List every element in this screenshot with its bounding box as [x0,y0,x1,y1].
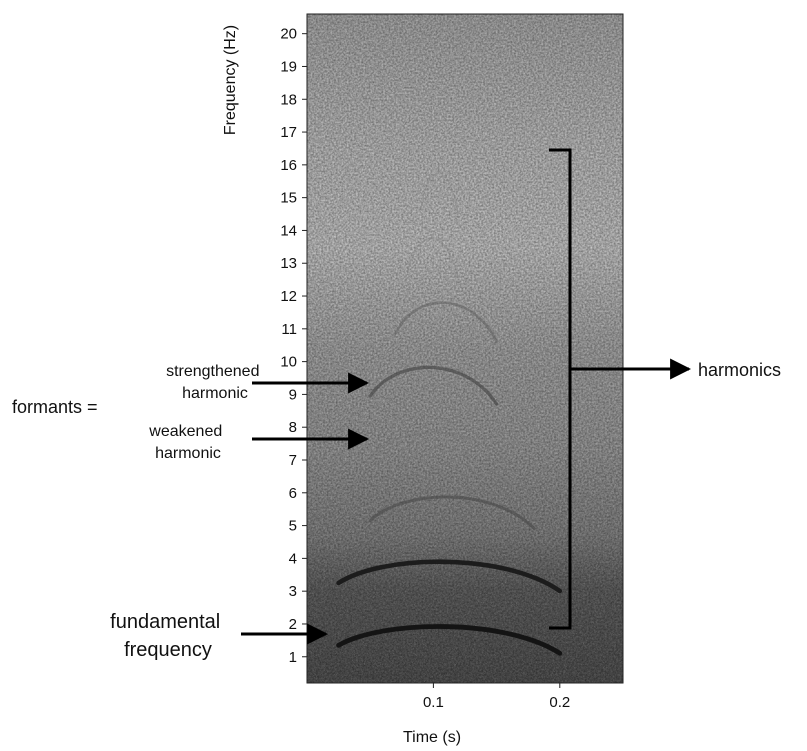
harmonic-curve [394,301,498,343]
y-tick-label: 20 [280,26,297,43]
y-tick-label: 16 [280,157,297,174]
harmonic-curve [336,559,563,594]
harmonic-curve [336,624,563,656]
y-tick-label: 6 [289,485,297,502]
y-tick-label: 14 [280,222,297,239]
harmonic-curves [336,172,563,656]
x-tick-label: 0.2 [549,694,570,711]
y-tick-label: 4 [289,550,297,567]
y-tick-label: 11 [281,321,297,338]
y-tick-label: 1 [289,649,297,666]
plot-frame [306,13,624,684]
spectrogram-speckle [307,14,623,683]
y-tick-label: 7 [289,452,297,469]
harmonic-curve [420,172,460,218]
weakened-harmonic-label: weakened harmonic [148,423,226,462]
harmonic-curve [369,431,511,468]
x-tick-label: 0.1 [423,694,444,711]
harmonic-curve [368,365,499,406]
y-tick-label: 10 [280,354,297,371]
y-tick-label: 3 [289,583,297,600]
y-tick-label: 15 [280,190,297,207]
harmonics-label: harmonics [698,360,781,380]
y-tick-label: 17 [280,124,297,141]
y-tick-label: 19 [280,58,297,75]
y-tick-label: 13 [280,255,297,272]
fundamental-frequency-label: fundamental frequency [110,611,226,661]
formants-label: formants = [12,397,98,417]
x-axis-title: Time (s) [403,729,461,746]
y-tick-label: 8 [289,419,297,436]
y-axis-title: Frequency (Hz) [222,25,239,135]
x-axis: 0.1 0.2 [423,683,570,711]
y-tick-label: 18 [280,91,297,108]
harmonic-curve [407,237,460,281]
harmonics-bracket [549,148,692,630]
y-tick-label: 5 [289,518,297,535]
y-tick-label: 9 [289,386,297,403]
y-tick-label: 2 [289,616,297,633]
plot-area [307,14,623,683]
strengthened-harmonic-label: strengthened harmonic [166,363,264,402]
y-tick-label: 12 [280,288,297,305]
harmonic-curve [368,495,537,531]
